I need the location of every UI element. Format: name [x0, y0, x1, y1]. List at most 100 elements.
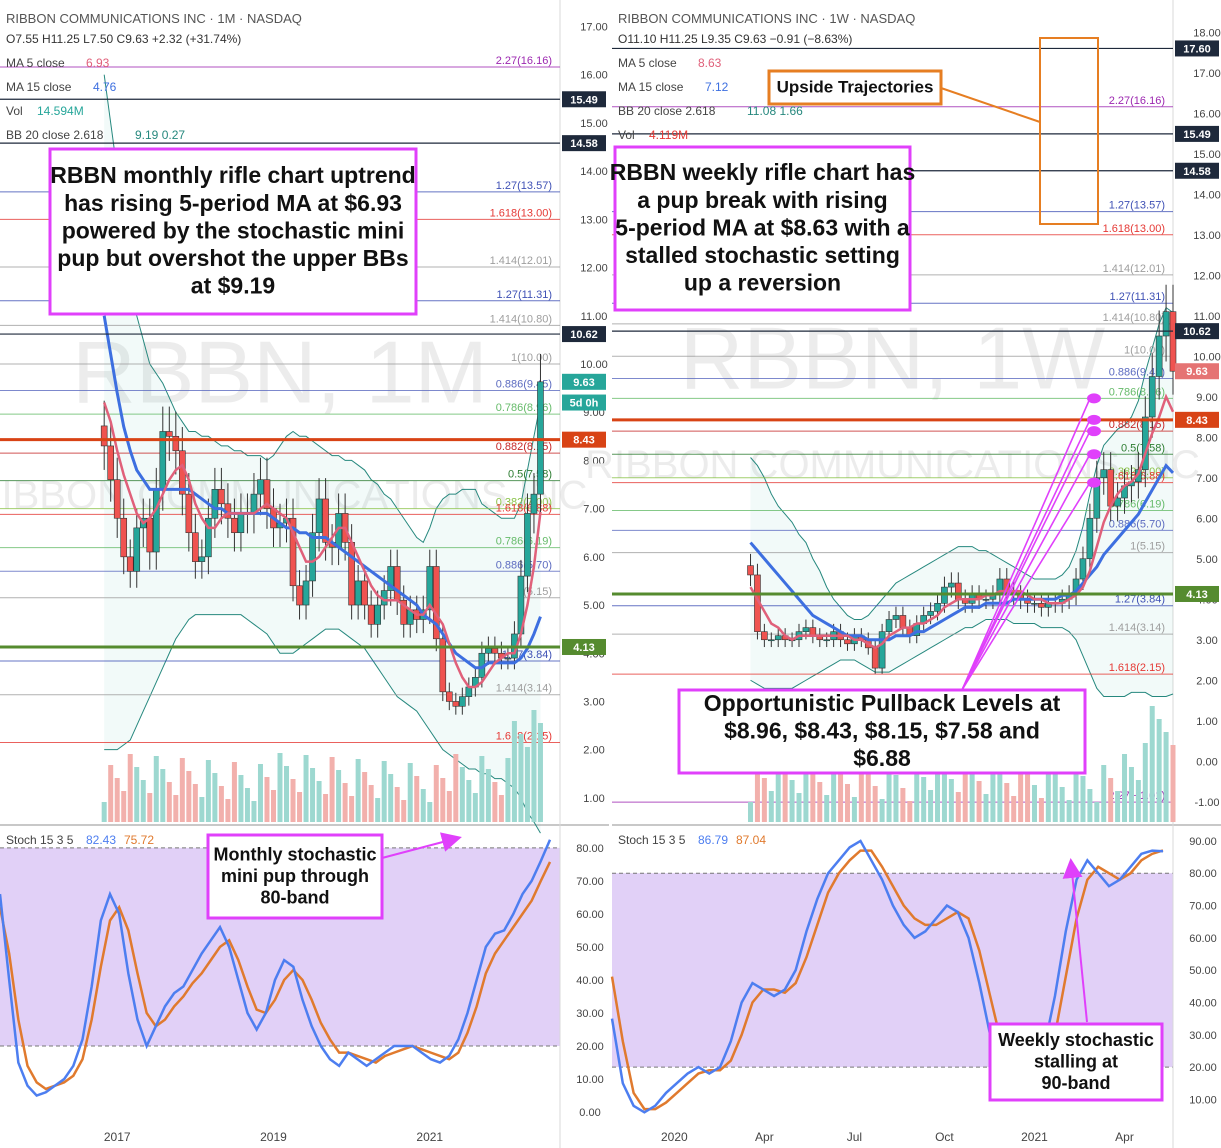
candle-body [231, 517, 238, 534]
y-tick-label: 14.00 [580, 166, 608, 178]
candle-body [1148, 376, 1156, 418]
price-tag-label: 4.13 [573, 642, 594, 654]
volume-bar [218, 786, 224, 822]
volume-bar [1018, 759, 1024, 822]
volume-bar [761, 778, 767, 822]
pullback-pointer [961, 419, 1091, 691]
weekly-callout-line: 5-period MA at $8.63 with a [615, 214, 910, 240]
monthly-stoch-callout-box [206, 833, 384, 920]
price-tag-box [1175, 363, 1219, 380]
x-tick-label: 2019 [260, 1130, 287, 1144]
candle-body [322, 498, 329, 543]
volume-bar [1025, 772, 1031, 822]
fib-level-label: 1.618(6.88) [496, 502, 552, 514]
monthly-callout-line: powered by the stochastic mini [62, 217, 405, 243]
candle-body [761, 631, 768, 641]
candle-body [504, 657, 512, 660]
stoch-tick-label: 10.00 [576, 1074, 604, 1086]
y-tick-label: 16.00 [1193, 108, 1221, 120]
fib-level-label: 1.414(3.14) [496, 683, 552, 695]
volume-bar [844, 784, 850, 822]
y-tick-label: 1.00 [1196, 716, 1217, 728]
y-tick-label: 14.00 [1193, 189, 1221, 201]
stoch-d-value: 87.04 [736, 833, 766, 847]
fib-level-label: 0.886(5.70) [1109, 518, 1165, 530]
candle-body [185, 493, 193, 534]
volume-bar [388, 774, 394, 822]
bollinger-lower [104, 614, 541, 834]
volume-bar [907, 801, 913, 822]
price-tag-label: 4.13 [1186, 589, 1207, 601]
volume-bar [1080, 776, 1086, 822]
price-tag-box [562, 431, 606, 448]
volume-bar [754, 765, 760, 822]
stoch-tick-label: 30.00 [1189, 1030, 1217, 1042]
price-tag-label: 14.58 [570, 138, 598, 150]
candle-body [218, 489, 225, 505]
y-tick-label: 13.00 [1193, 230, 1221, 242]
x-tick-label: 2021 [1021, 1130, 1048, 1144]
volume-bar [505, 758, 511, 822]
fib-level-label: 0.5(7.58) [508, 469, 552, 481]
candle-body [452, 701, 460, 707]
legend-value: 8.63 [698, 56, 722, 70]
fib-level-label: 1.618(13.00) [490, 207, 552, 219]
volume-bar [173, 795, 179, 822]
candle-body [844, 639, 851, 645]
candle-body [892, 615, 900, 620]
candle-body [192, 532, 199, 562]
volume-bar [231, 762, 237, 822]
pullback-callout-line: $8.96, $8.43, $8.15, $7.58 and [724, 717, 1040, 743]
volume-bar [1149, 706, 1155, 822]
fib-level-label: 1.618(2.15) [1109, 662, 1165, 674]
volume-bar [1135, 780, 1141, 822]
volume-bar [140, 780, 146, 822]
candle-body [823, 639, 831, 642]
y-tick-label: 17.00 [1193, 68, 1221, 80]
candle-body [491, 648, 499, 654]
stoch-tick-label: 10.00 [1189, 1094, 1217, 1106]
price-tag-box [562, 91, 606, 108]
weekly-callout-line: a pup break with rising [637, 187, 887, 213]
volume-bar [1031, 785, 1037, 822]
weekly-stoch-callout-line: stalling at [1034, 1051, 1118, 1071]
volume-bar [160, 769, 166, 822]
weekly-callout-line: RBBN weekly rifle chart has [610, 159, 916, 185]
price-tag-label: 9.63 [1186, 366, 1207, 378]
candle-body [459, 696, 466, 707]
candle-body [354, 580, 362, 606]
volume-bar [225, 799, 231, 822]
monthly-callout-line: has rising 5-period MA at $6.93 [64, 190, 402, 216]
legend-label: MA 15 close [618, 80, 684, 94]
legend-label: MA 5 close [618, 56, 677, 70]
fib-level-label: 0.786(8.96) [1109, 386, 1165, 398]
stoch-k-value: 82.43 [86, 833, 116, 847]
volume-bar [427, 802, 433, 822]
volume-bar [179, 758, 185, 822]
volume-bar [205, 760, 211, 822]
candle-body [426, 566, 434, 611]
fib-level-label: 1(5.15) [1130, 541, 1165, 553]
legend-value: 11.08 1.66 [747, 104, 803, 118]
volume-bar [879, 799, 885, 822]
pullback-marker [1087, 414, 1101, 425]
y-tick-label: 9.00 [1196, 392, 1217, 404]
volume-bar [935, 753, 941, 822]
volume-bar [997, 770, 1003, 822]
ma15-line [749, 463, 1175, 642]
weekly-callout-line: up a reversion [684, 270, 841, 296]
fib-level-label: 1.27(3.84) [1115, 594, 1165, 606]
candle-body [289, 517, 297, 587]
x-tick-label: 2021 [416, 1130, 443, 1144]
volume-bar [342, 783, 348, 822]
volume-bar [1087, 789, 1093, 822]
monthly-stoch-callout-line: mini pup through [221, 866, 369, 886]
legend-label: BB 20 close 2.618 [618, 104, 716, 118]
candle-body [485, 648, 492, 654]
price-tag-box [562, 373, 606, 390]
candle-body [899, 615, 907, 628]
y-tick-label: 7.00 [1196, 473, 1217, 485]
weekly-stoch-callout-line: 90-band [1041, 1073, 1110, 1093]
stoch-tick-label: 50.00 [576, 942, 604, 954]
volume-bar [914, 764, 920, 822]
